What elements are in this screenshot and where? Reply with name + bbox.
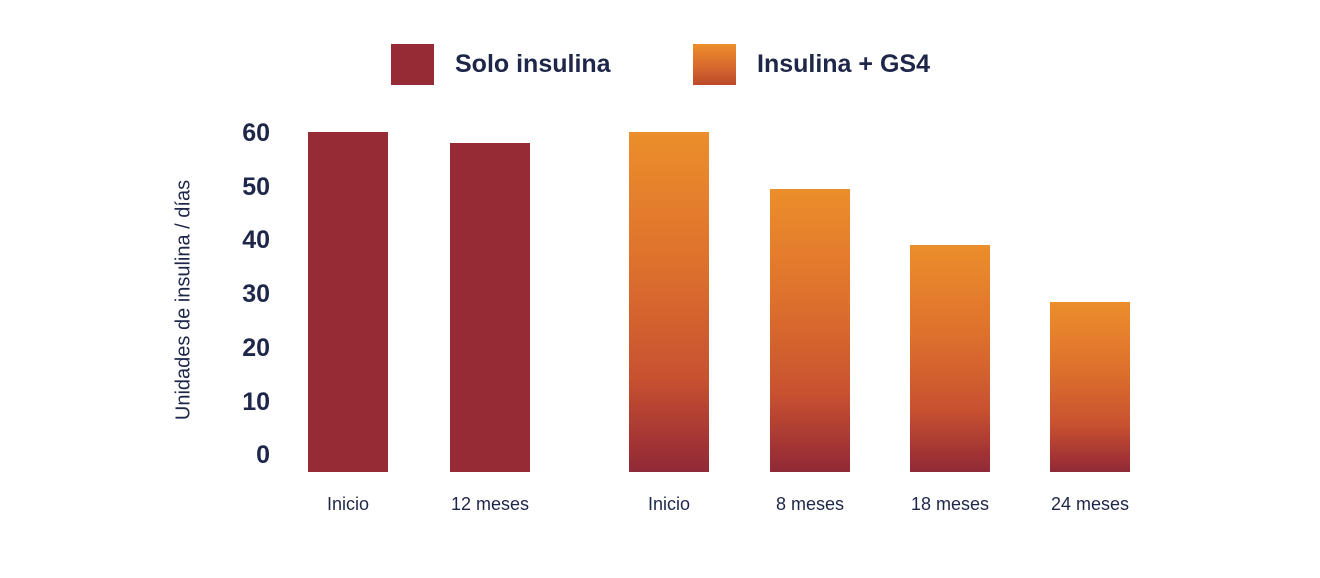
y-axis-tick: 30 xyxy=(242,280,270,309)
x-axis-label: 8 meses xyxy=(775,494,845,514)
legend-label: Insulina + GS4 xyxy=(757,50,930,78)
legend-item-insulina-gs4: Insulina + GS4 xyxy=(693,44,930,85)
y-axis-tick: 10 xyxy=(242,387,270,416)
y-axis-tick: 20 xyxy=(242,333,270,362)
bar-insulina-gs4-8-meses xyxy=(770,188,850,472)
bar-insulina-gs4-24-meses xyxy=(1050,302,1130,472)
bar-insulina-gs4-18-meses xyxy=(910,245,990,472)
x-axis-label: 18 meses xyxy=(910,494,990,514)
bar-solo-insulina-12-meses xyxy=(450,143,530,472)
bar-insulina-gs4-inicio xyxy=(629,132,709,472)
bar-solo-insulina-inicio xyxy=(308,132,388,472)
x-axis-label: 24 meses xyxy=(1050,494,1130,514)
y-axis-tick: 50 xyxy=(242,172,270,201)
y-axis-tick: 0 xyxy=(256,441,270,470)
y-axis-tick: 60 xyxy=(242,119,270,147)
legend-item-solo-insulina: Solo insulina xyxy=(391,44,611,85)
legend-swatch-red xyxy=(391,44,434,85)
legend-label: Solo insulina xyxy=(455,50,611,78)
x-axis-label: Inicio xyxy=(326,494,370,514)
legend-swatch-orange xyxy=(693,44,736,85)
x-axis-label: Inicio xyxy=(647,494,691,514)
x-axis-label: 12 meses xyxy=(450,494,530,514)
y-axis-tick: 40 xyxy=(242,226,270,255)
